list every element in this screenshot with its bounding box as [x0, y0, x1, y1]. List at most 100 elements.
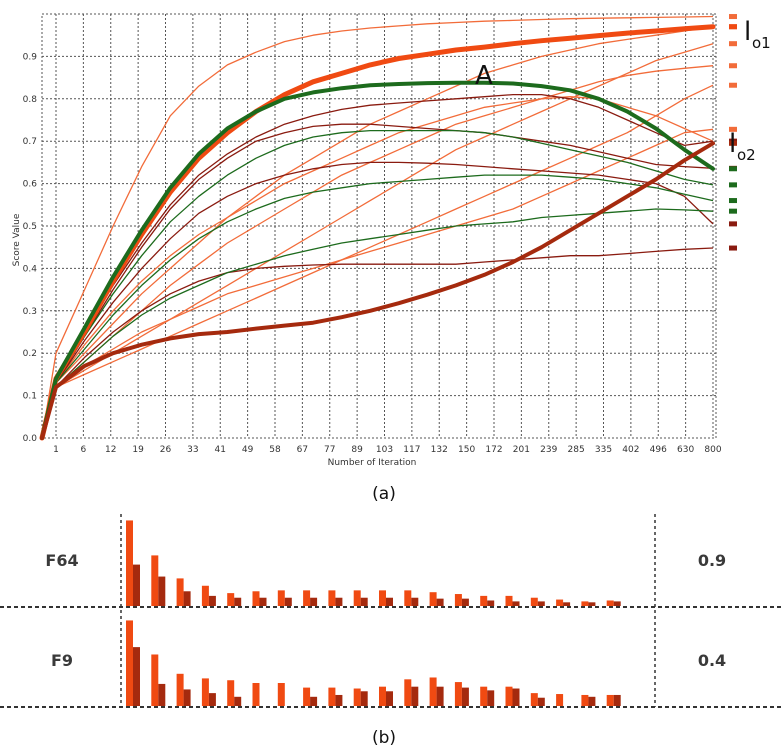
- x-tick-label: 172: [485, 445, 502, 455]
- x-tick-label: 496: [650, 445, 667, 455]
- bar-light: [328, 687, 336, 706]
- bar-dark: [436, 686, 444, 706]
- bar-light: [328, 590, 336, 606]
- bar-light: [176, 673, 184, 706]
- x-tick-labels: 1 6 12 19 26 33 41 49 58 67 77 89 103 117 132 150 172 201…: [53, 445, 722, 455]
- bar-light: [252, 683, 260, 706]
- end-marker: [729, 140, 737, 146]
- x-tick-label: 239: [540, 445, 557, 455]
- bar-dark: [386, 597, 393, 606]
- x-tick-label: 33: [187, 445, 198, 455]
- end-marker: [729, 166, 737, 172]
- bar-light: [429, 592, 437, 606]
- end-marker: [729, 63, 737, 69]
- caption-a: (a): [372, 484, 396, 504]
- series-line: [41, 93, 714, 439]
- x-tick-label: 402: [622, 445, 639, 455]
- y-tick-label: 0.9: [23, 52, 38, 62]
- x-tick-label: 58: [269, 445, 281, 455]
- bar-light: [303, 687, 311, 706]
- bar-light: [379, 686, 386, 706]
- bar-light: [429, 677, 437, 706]
- bar-dark: [487, 600, 495, 606]
- end-markers: [729, 14, 737, 251]
- bar-light: [606, 600, 614, 606]
- y-tick-labels: 0.0 0.1 0.2 0.3 0.4 0.5 0.6 0.7 0.8 0.9: [23, 52, 38, 444]
- x-tick-label: 41: [215, 445, 226, 455]
- bar-dark: [133, 564, 140, 606]
- bar-dark: [310, 696, 318, 706]
- y-tick-label: 0.8: [23, 95, 38, 105]
- bar-light: [556, 599, 564, 606]
- x-tick-label: 67: [297, 445, 308, 455]
- row-score-f9: 0.4: [698, 651, 726, 670]
- x-tick-label: 26: [160, 445, 172, 455]
- bar-light: [277, 590, 285, 606]
- x-tick-label: 77: [324, 445, 335, 455]
- bar-dark: [537, 601, 545, 606]
- annotation-lo1-sub: o1: [752, 34, 771, 52]
- series-line: [41, 174, 714, 439]
- x-tick-label: 19: [132, 445, 144, 455]
- x-tick-label: 201: [513, 445, 530, 455]
- end-marker: [729, 82, 737, 88]
- bar-dark: [386, 691, 393, 706]
- bar-dark: [234, 696, 242, 706]
- x-tick-label: 49: [242, 445, 254, 455]
- annotation-lo2-sub: o2: [737, 146, 756, 164]
- y-tick-label: 0.1: [23, 392, 37, 402]
- series-lines: [39, 15, 716, 441]
- bar-light: [404, 590, 412, 606]
- x-tick-label: 103: [376, 445, 393, 455]
- bar-light: [227, 680, 235, 706]
- bar-dark: [461, 687, 469, 706]
- caption-b: (b): [372, 728, 396, 748]
- row-label-f9: F9: [51, 651, 73, 670]
- series-line: [41, 15, 714, 439]
- bar-dark: [613, 694, 621, 706]
- bar-light: [151, 555, 159, 606]
- series-line: [41, 123, 714, 439]
- bar-dark: [360, 597, 368, 606]
- bar-light: [606, 694, 614, 706]
- bar-light: [454, 682, 462, 706]
- bar-light: [480, 686, 488, 706]
- bar-dark: [183, 591, 191, 606]
- bar-light: [530, 693, 538, 706]
- end-marker: [729, 41, 737, 47]
- bars: [126, 520, 621, 706]
- x-tick-label: 117: [403, 445, 420, 455]
- y-tick-label: 0.5: [23, 222, 37, 232]
- highlight-line-a: [40, 80, 715, 440]
- bar-light: [252, 591, 260, 606]
- y-tick-label: 0.4: [23, 264, 38, 274]
- bar-dark: [613, 601, 621, 606]
- x-tick-label: 150: [458, 445, 475, 455]
- end-marker: [729, 126, 737, 132]
- bar-light: [176, 578, 184, 606]
- bar-dark: [158, 576, 166, 606]
- line-chart: 0.0 0.1 0.2 0.3 0.4 0.5 0.6 0.7 0.8 0.9 1 6 12 19 26 3…: [12, 13, 771, 504]
- annotation-lo1: l: [744, 17, 751, 47]
- bar-dark: [259, 597, 267, 606]
- annotation-A: A: [475, 61, 493, 91]
- bar-dark: [208, 693, 216, 706]
- bar-dark: [335, 597, 343, 606]
- highlight-line-lo1: [39, 24, 716, 441]
- series-line: [41, 247, 714, 439]
- bar-light: [556, 694, 564, 706]
- row-score-f64: 0.9: [698, 551, 726, 570]
- end-marker: [729, 245, 737, 251]
- bar-light: [277, 683, 285, 706]
- bar-dark: [588, 696, 596, 706]
- bar-light: [353, 590, 361, 606]
- bar-dark: [234, 597, 242, 606]
- end-marker: [729, 14, 737, 20]
- series-line: [41, 128, 714, 439]
- end-marker: [729, 182, 737, 188]
- bar-light: [530, 597, 538, 606]
- bar-dark: [487, 690, 495, 706]
- highlight-line-lo2: [40, 141, 715, 440]
- bar-dark: [436, 598, 444, 606]
